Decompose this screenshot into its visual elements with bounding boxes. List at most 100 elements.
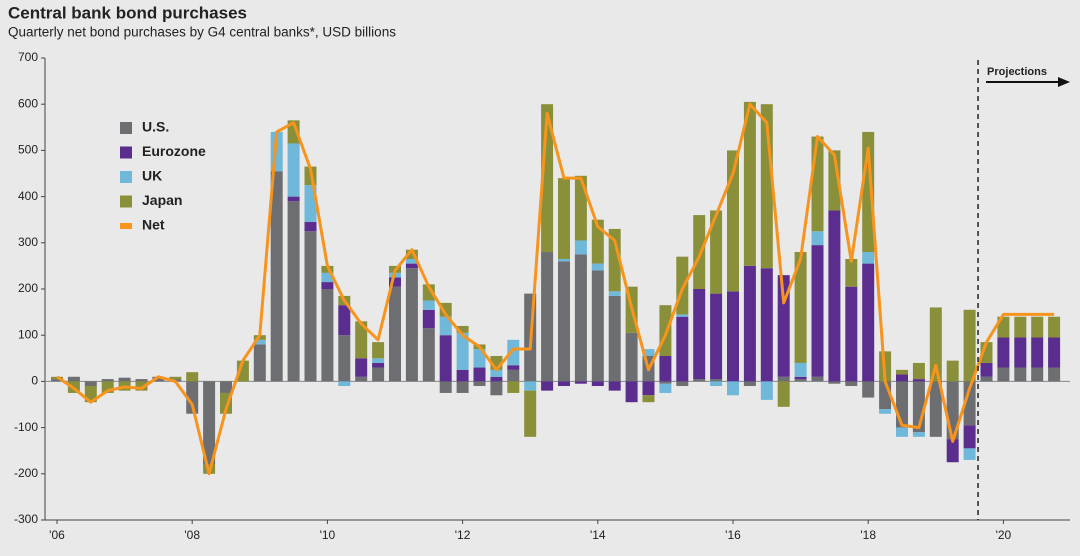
bar-segment xyxy=(811,245,824,377)
bar-segment xyxy=(338,381,351,387)
bar-segment xyxy=(558,261,570,382)
bar-segment xyxy=(84,381,97,387)
bar-segment xyxy=(811,136,824,232)
bar-segment xyxy=(760,381,773,400)
bar-segment xyxy=(862,263,875,382)
bar-segment xyxy=(558,258,570,262)
bar-segment xyxy=(896,369,908,375)
bar-segment xyxy=(777,275,790,377)
bar-segment xyxy=(676,316,689,382)
legend-label: Eurozone xyxy=(142,143,206,159)
legend-label: Japan xyxy=(142,192,182,208)
bar-segment xyxy=(389,277,401,287)
bar-segment xyxy=(456,332,469,370)
bar-segment xyxy=(51,379,63,382)
bar-segment xyxy=(997,337,1010,368)
bar-segment xyxy=(473,381,486,387)
y-tick-label: 700 xyxy=(18,50,38,64)
bar-segment xyxy=(946,360,959,382)
bar-segment xyxy=(287,201,300,382)
bar-segment xyxy=(321,272,334,283)
bar-segment xyxy=(980,362,993,377)
bar-segment xyxy=(1031,367,1044,382)
bar-segment xyxy=(946,439,959,463)
bar-segment xyxy=(490,381,503,396)
bar-segment xyxy=(625,381,638,403)
bar-segment xyxy=(338,305,351,336)
bar-segment xyxy=(558,178,570,259)
bar-segment xyxy=(456,381,469,393)
bar-segment xyxy=(896,381,908,428)
bar-segment xyxy=(270,171,283,382)
bar-segment xyxy=(1014,316,1027,338)
bar-segment xyxy=(642,395,655,403)
bar-segment xyxy=(422,309,435,329)
bar-segment xyxy=(912,362,925,380)
bar-segment xyxy=(1014,367,1027,382)
bar-segment xyxy=(743,265,756,382)
bar-segment xyxy=(693,379,706,382)
bar-segment xyxy=(355,321,368,359)
bar-segment xyxy=(811,376,824,382)
x-tick-label: '14 xyxy=(590,528,606,542)
x-tick-label: '20 xyxy=(996,528,1012,542)
bar-segment xyxy=(118,377,131,382)
bar-segment xyxy=(794,376,807,380)
bar-segment xyxy=(422,284,435,301)
bar-segment xyxy=(879,409,892,414)
bar-segment xyxy=(490,376,503,382)
bar-segment xyxy=(439,335,452,382)
bar-segment xyxy=(422,300,435,310)
bar-segment xyxy=(896,427,908,437)
bar-segment xyxy=(642,349,655,356)
y-tick-label: 0 xyxy=(31,374,38,388)
bar-segment xyxy=(727,291,739,382)
bar-segment xyxy=(541,252,554,382)
y-tick-label: 200 xyxy=(18,281,38,295)
y-tick-label: 300 xyxy=(18,235,38,249)
bar-segment xyxy=(1031,337,1044,368)
bar-segment xyxy=(558,381,570,387)
bar-segment xyxy=(963,309,976,382)
bar-segment xyxy=(845,286,858,382)
bar-segment xyxy=(507,365,520,370)
bar-segment xyxy=(372,342,385,359)
bar-segment xyxy=(405,258,418,264)
bar-segment xyxy=(1048,367,1061,382)
bar-segment xyxy=(405,263,418,269)
bar-segment xyxy=(845,258,858,287)
bar-segment xyxy=(524,390,537,437)
y-tick-label: 400 xyxy=(18,189,38,203)
bar-segment xyxy=(355,376,368,382)
bar-segment xyxy=(507,369,520,382)
bar-segment xyxy=(574,175,587,241)
bar-segment xyxy=(963,381,976,426)
bar-segment xyxy=(642,381,655,396)
x-tick-label: '10 xyxy=(320,528,336,542)
bar-segment xyxy=(304,222,317,232)
bar-segment xyxy=(659,355,672,382)
bar-segment xyxy=(811,231,824,246)
bar-segment xyxy=(574,240,587,255)
bar-segment xyxy=(693,289,706,380)
bar-segment xyxy=(828,210,841,382)
bar-segment xyxy=(253,344,266,382)
x-tick-label: '06 xyxy=(49,528,65,542)
bar-segment xyxy=(659,305,672,356)
bar-segment xyxy=(135,379,148,382)
bar-segment xyxy=(439,302,452,317)
y-tick-label: -300 xyxy=(14,512,38,526)
legend-marker xyxy=(120,171,132,183)
bar-segment xyxy=(912,379,925,382)
bar-segment xyxy=(67,376,80,382)
bar-segment xyxy=(794,252,807,363)
bar-segment xyxy=(203,381,216,465)
bar-segment xyxy=(220,381,232,393)
bar-segment xyxy=(608,381,621,391)
bar-segment xyxy=(389,286,401,382)
bar-segment xyxy=(760,268,773,382)
bar-segment xyxy=(541,381,554,391)
bar-segment xyxy=(896,374,908,382)
bar-segment xyxy=(862,252,875,264)
bar-segment xyxy=(659,383,672,393)
